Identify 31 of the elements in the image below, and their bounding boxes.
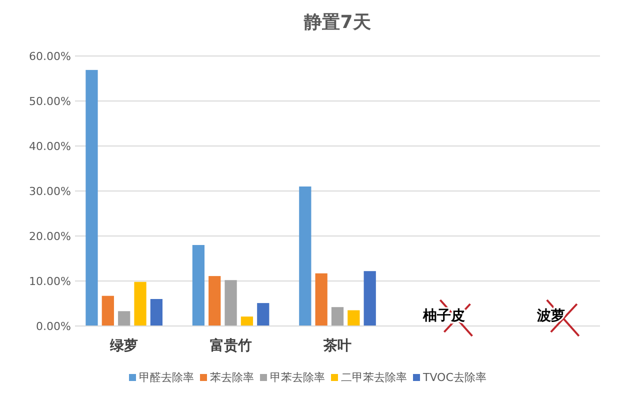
- y-tick-label: 30.00%: [29, 184, 71, 198]
- bar: [240, 316, 254, 326]
- y-tick-label: 60.00%: [29, 50, 71, 63]
- bar: [150, 299, 162, 326]
- y-tick-label: 10.00%: [29, 274, 71, 288]
- bar: [134, 282, 146, 326]
- bar: [299, 186, 312, 326]
- legend-label: 苯去除率: [210, 371, 254, 384]
- bar: [208, 276, 221, 326]
- bar: [348, 310, 360, 326]
- bar: [224, 280, 237, 326]
- bar: [86, 70, 98, 326]
- legend-label: TVOC去除率: [422, 371, 486, 384]
- chart-title: 静置7天: [303, 12, 371, 33]
- y-tick-label: 40.00%: [29, 140, 71, 153]
- y-tick-label: 0.00%: [36, 320, 71, 333]
- x-tick-label: 绿萝: [109, 338, 138, 354]
- legend-label: 甲苯去除率: [270, 371, 325, 384]
- y-tick-label: 50.00%: [29, 94, 71, 108]
- bar: [102, 296, 114, 326]
- bar: [192, 245, 205, 326]
- bar: [315, 273, 328, 326]
- y-tick-label: 20.00%: [29, 230, 71, 243]
- bar: [331, 307, 344, 326]
- legend-label: 二甲苯去除率: [341, 371, 407, 384]
- legend-label: 甲醛去除率: [139, 371, 194, 384]
- x-tick-label: 富贵竹: [210, 337, 252, 354]
- bar: [364, 271, 376, 326]
- bar: [257, 303, 270, 326]
- bar: [118, 311, 130, 326]
- x-tick-label: 茶叶: [322, 338, 352, 354]
